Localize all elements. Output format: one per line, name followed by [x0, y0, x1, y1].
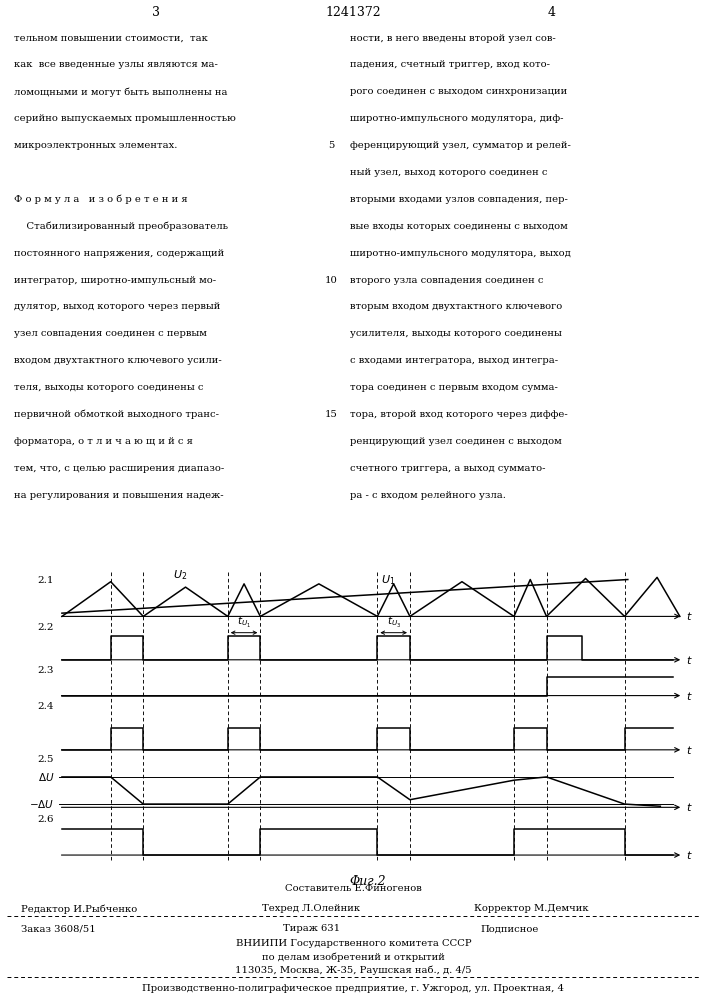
Text: Составитель Е.Финогенов: Составитель Е.Финогенов — [285, 884, 422, 893]
Text: 2.5: 2.5 — [37, 755, 54, 764]
Text: интегратор, широтно-импульсный мо-: интегратор, широтно-импульсный мо- — [14, 276, 216, 285]
Text: 2.1: 2.1 — [37, 576, 54, 585]
Text: Подписное: Подписное — [481, 924, 539, 933]
Text: ВНИИПИ Государственного комитета СССР: ВНИИПИ Государственного комитета СССР — [235, 939, 472, 948]
Text: падения, счетный триггер, вход кото-: падения, счетный триггер, вход кото- — [350, 60, 550, 69]
Text: 15: 15 — [325, 410, 337, 419]
Text: тельном повышении стоимости,  так: тельном повышении стоимости, так — [14, 34, 208, 43]
Text: ный узел, выход которого соединен с: ный узел, выход которого соединен с — [350, 168, 547, 177]
Text: входом двухтактного ключевого усили-: входом двухтактного ключевого усили- — [14, 356, 222, 365]
Text: ности, в него введены второй узел сов-: ности, в него введены второй узел сов- — [350, 34, 556, 43]
Text: Редактор И.Рыбченко: Редактор И.Рыбченко — [21, 904, 137, 914]
Text: $\Delta U$: $\Delta U$ — [37, 771, 54, 783]
Text: Ф о р м у л а   и з о б р е т е н и я: Ф о р м у л а и з о б р е т е н и я — [14, 195, 188, 204]
Text: тора соединен с первым входом сумма-: тора соединен с первым входом сумма- — [350, 383, 558, 392]
Text: ломощными и могут быть выполнены на: ломощными и могут быть выполнены на — [14, 87, 228, 97]
Text: 10: 10 — [325, 276, 337, 285]
Text: Производственно-полиграфическое предприятие, г. Ужгород, ул. Проектная, 4: Производственно-полиграфическое предприя… — [143, 984, 564, 993]
Text: первичной обмоткой выходного транс-: первичной обмоткой выходного транс- — [14, 410, 219, 419]
Text: счетного триггера, а выход суммато-: счетного триггера, а выход суммато- — [350, 464, 546, 473]
Text: Корректор М.Демчик: Корректор М.Демчик — [474, 904, 588, 913]
Text: $t$: $t$ — [686, 654, 693, 666]
Text: ренцирующий узел соединен с выходом: ренцирующий узел соединен с выходом — [350, 437, 562, 446]
Text: Техред Л.Олейник: Техред Л.Олейник — [262, 904, 360, 913]
Text: 3: 3 — [151, 6, 160, 19]
Text: вторыми входами узлов совпадения, пер-: вторыми входами узлов совпадения, пер- — [350, 195, 568, 204]
Text: 1241372: 1241372 — [326, 6, 381, 19]
Text: тора, второй вход которого через диффе-: тора, второй вход которого через диффе- — [350, 410, 568, 419]
Text: $t$: $t$ — [686, 690, 693, 702]
Text: рого соединен с выходом синхронизации: рого соединен с выходом синхронизации — [350, 87, 567, 96]
Text: $U_2$: $U_2$ — [173, 568, 187, 582]
Text: Φиг.2: Φиг.2 — [349, 875, 386, 888]
Text: Тираж 631: Тираж 631 — [283, 924, 340, 933]
Text: узел совпадения соединен с первым: узел совпадения соединен с первым — [14, 329, 207, 338]
Text: второго узла совпадения соединен с: второго узла совпадения соединен с — [350, 276, 544, 285]
Text: широтно-импульсного модулятора, выход: широтно-импульсного модулятора, выход — [350, 249, 571, 258]
Text: по делам изобретений и открытий: по делам изобретений и открытий — [262, 952, 445, 962]
Text: 2.4: 2.4 — [37, 702, 54, 711]
Text: 4: 4 — [547, 6, 556, 19]
Text: усилителя, выходы которого соединены: усилителя, выходы которого соединены — [350, 329, 562, 338]
Text: 113035, Москва, Ж-35, Раушская наб., д. 4/5: 113035, Москва, Ж-35, Раушская наб., д. … — [235, 965, 472, 975]
Text: ра - с входом релейного узла.: ра - с входом релейного узла. — [350, 491, 506, 500]
Text: серийно выпускаемых промышленностью: серийно выпускаемых промышленностью — [14, 114, 236, 123]
Text: ференцирующий узел, сумматор и релей-: ференцирующий узел, сумматор и релей- — [350, 141, 571, 150]
Text: 2.6: 2.6 — [37, 815, 54, 824]
Text: дулятор, выход которого через первый: дулятор, выход которого через первый — [14, 302, 221, 311]
Text: с входами интегратора, выход интегра-: с входами интегратора, выход интегра- — [350, 356, 558, 365]
Text: $t$: $t$ — [686, 801, 693, 813]
Text: $t_{U_3}$: $t_{U_3}$ — [387, 615, 401, 630]
Text: 5: 5 — [327, 141, 334, 150]
Text: тем, что, с целью расширения диапазо-: тем, что, с целью расширения диапазо- — [14, 464, 224, 473]
Text: как  все введенные узлы являются ма-: как все введенные узлы являются ма- — [14, 60, 218, 69]
Text: $t$: $t$ — [686, 744, 693, 756]
Text: $t$: $t$ — [686, 849, 693, 861]
Text: Заказ 3608/51: Заказ 3608/51 — [21, 924, 96, 933]
Text: на регулирования и повышения надеж-: на регулирования и повышения надеж- — [14, 491, 223, 500]
Text: $-\Delta U$: $-\Delta U$ — [29, 798, 54, 810]
Text: форматора, о т л и ч а ю щ и й с я: форматора, о т л и ч а ю щ и й с я — [14, 437, 193, 446]
Text: вторым входом двухтактного ключевого: вторым входом двухтактного ключевого — [350, 302, 562, 311]
Text: 2.3: 2.3 — [37, 666, 54, 675]
Text: постоянного напряжения, содержащий: постоянного напряжения, содержащий — [14, 249, 224, 258]
Text: микроэлектронных элементах.: микроэлектронных элементах. — [14, 141, 177, 150]
Text: $U_1$: $U_1$ — [380, 573, 395, 587]
Text: Стабилизированный преобразователь: Стабилизированный преобразователь — [14, 222, 228, 231]
Text: $t_{U_1}$: $t_{U_1}$ — [237, 615, 251, 630]
Text: широтно-импульсного модулятора, диф-: широтно-импульсного модулятора, диф- — [350, 114, 563, 123]
Text: теля, выходы которого соединены с: теля, выходы которого соединены с — [14, 383, 204, 392]
Text: $t$: $t$ — [686, 610, 693, 622]
Text: 2.2: 2.2 — [37, 623, 54, 632]
Text: вые входы которых соединены с выходом: вые входы которых соединены с выходом — [350, 222, 568, 231]
